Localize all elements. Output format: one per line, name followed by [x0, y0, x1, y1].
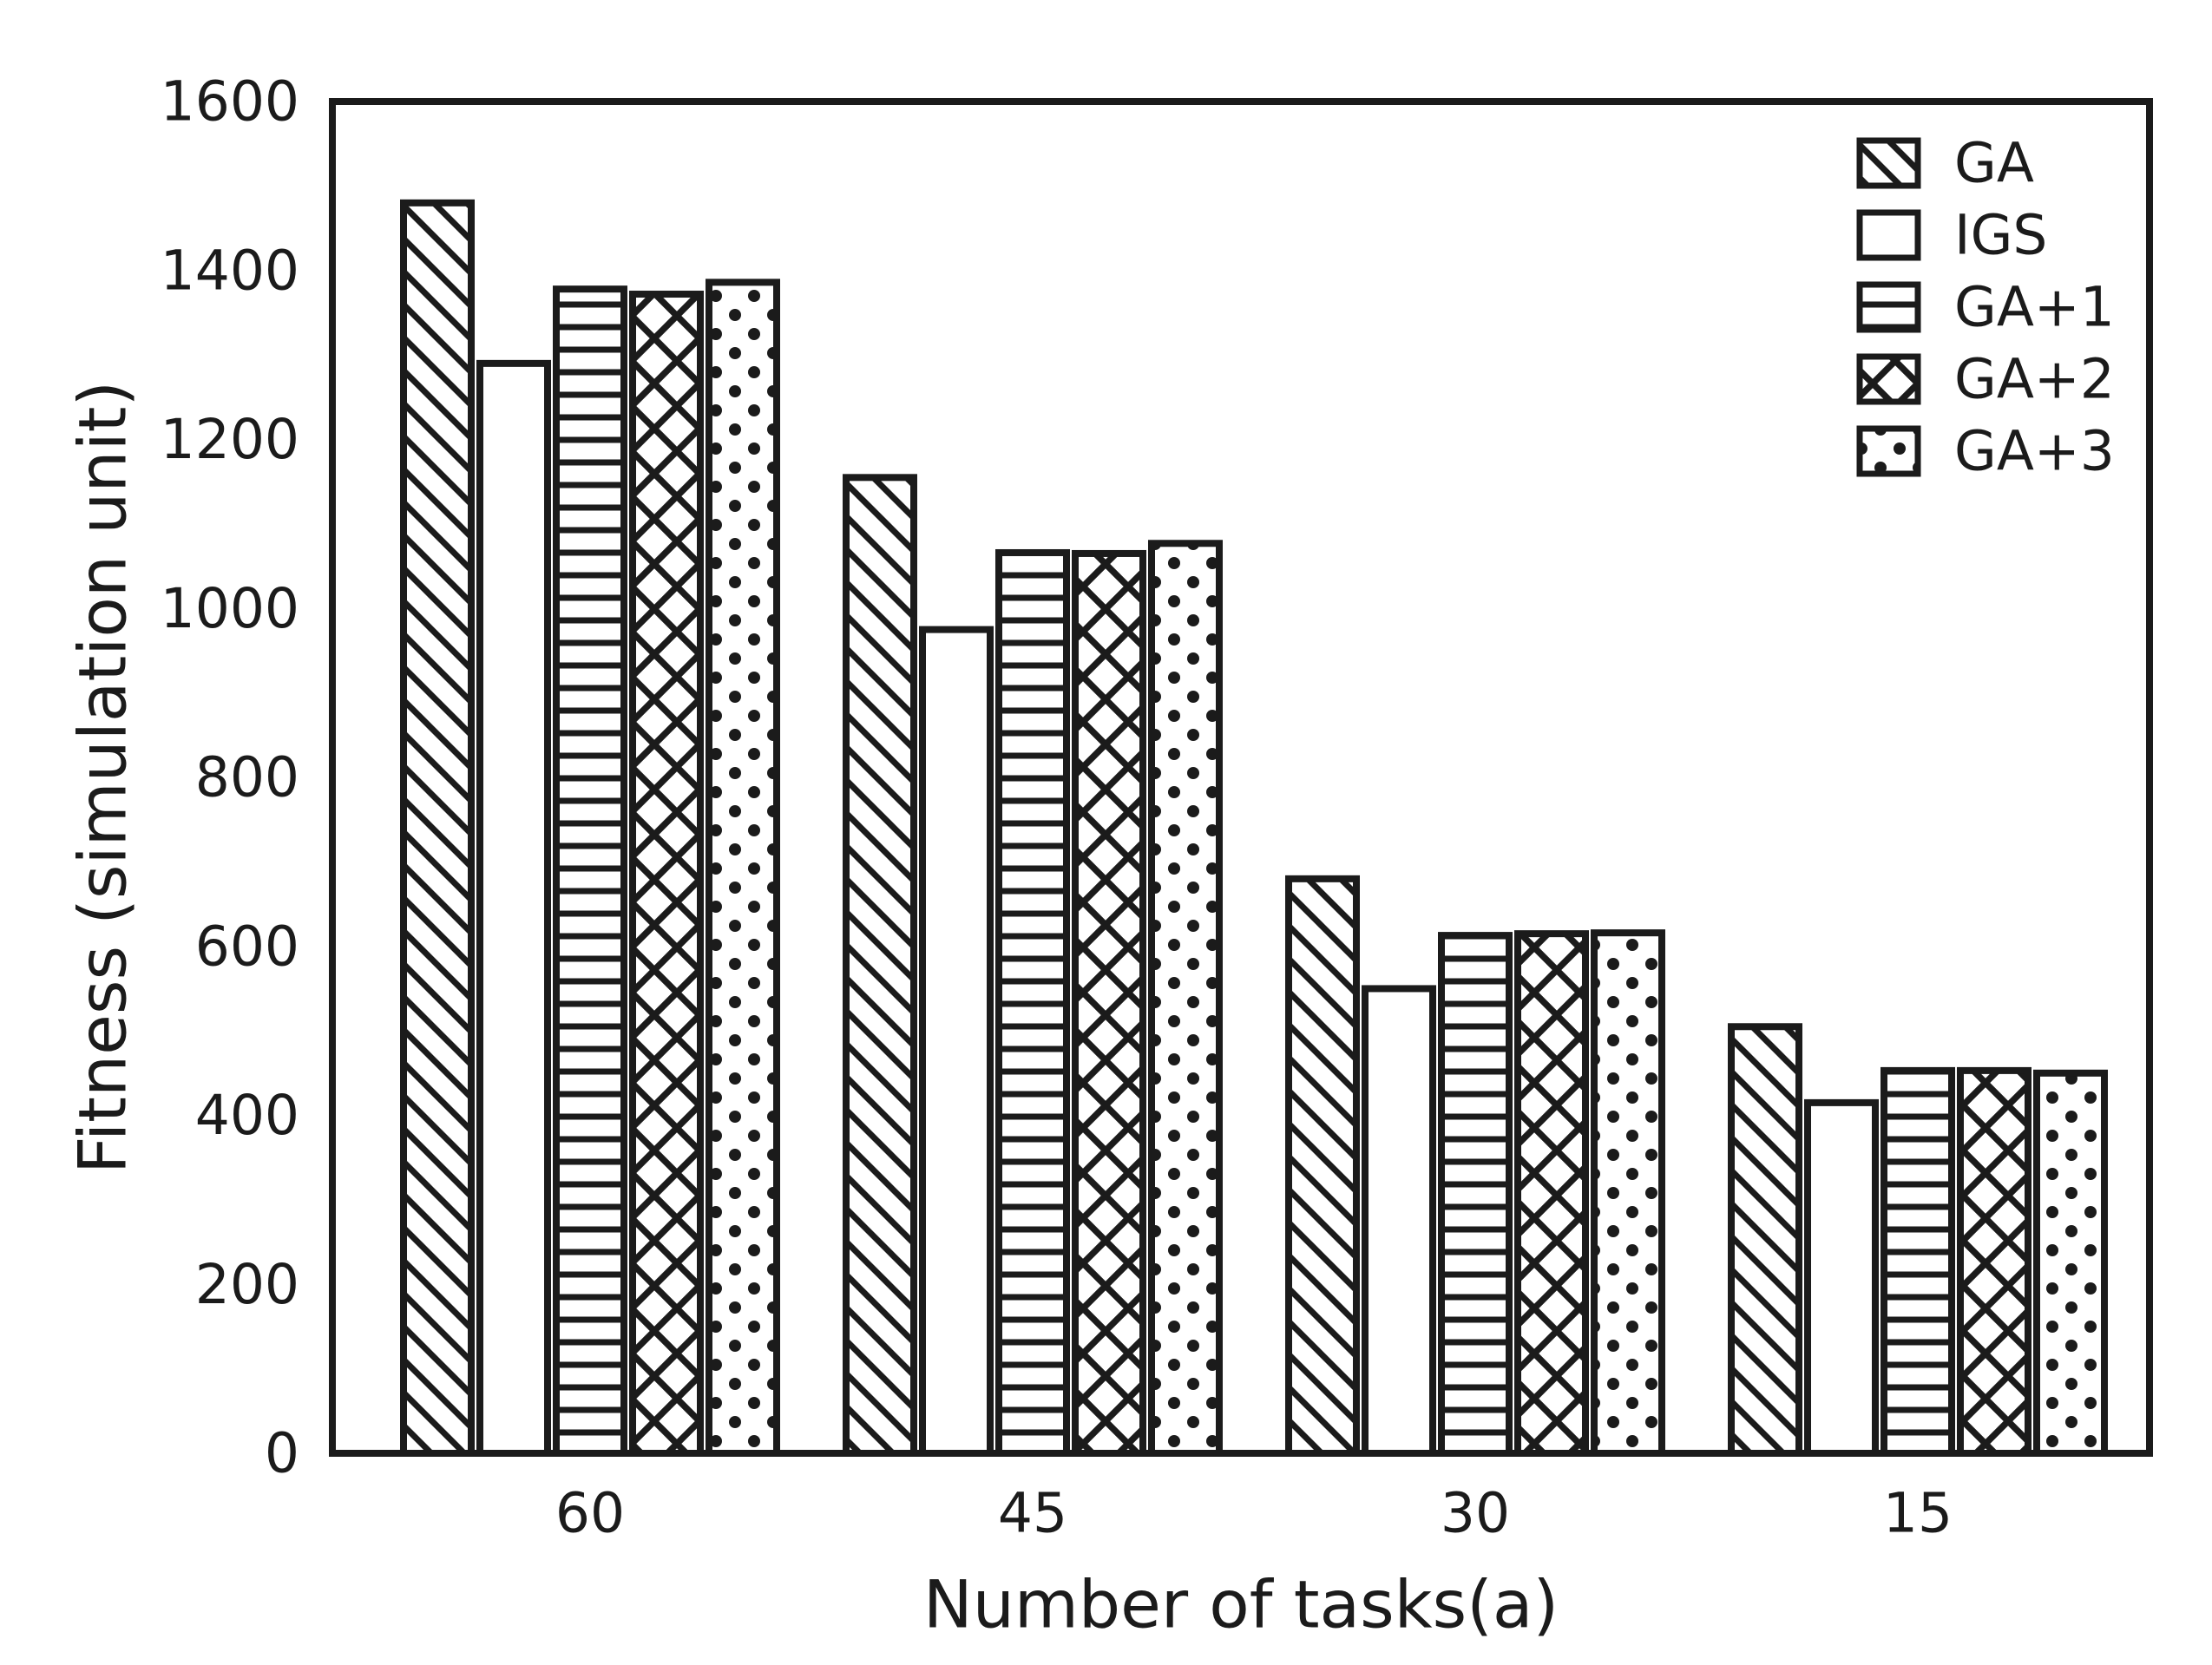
bar-ga-1-60: [553, 285, 627, 1457]
bar-ga-2-30: [1514, 930, 1589, 1458]
legend-swatch-ga-diagonal-hatch-icon: [1856, 137, 1921, 189]
bar-igs-60: [476, 359, 551, 1457]
bar-ga-45: [843, 474, 917, 1457]
legend-swatch-ga-3-dot-hatch-icon: [1856, 425, 1921, 477]
legend-label-ga: GA: [1954, 132, 2034, 195]
legend: GA IGS GA+1 GA+2 GA+3: [1856, 132, 2115, 483]
x-tick-label-60: 60: [555, 1482, 625, 1545]
bar-ga-60: [400, 199, 475, 1458]
legend-swatch-ga-1-horizontal-hatch-icon: [1856, 281, 1921, 333]
bar-ga-3-60: [706, 279, 780, 1458]
bar-ga-1-45: [995, 548, 1070, 1457]
y-tick-label-600: 600: [195, 914, 299, 978]
y-tick-label-200: 200: [195, 1253, 299, 1316]
legend-item-igs: IGS: [1856, 204, 2047, 267]
y-tick-label-0: 0: [265, 1422, 299, 1485]
y-tick-label-1400: 1400: [161, 239, 299, 302]
bar-ga-2-15: [1957, 1066, 2031, 1457]
plot-border: [329, 98, 2153, 1457]
x-tick-label-30: 30: [1441, 1482, 1510, 1545]
legend-label-ga-3: GA+3: [1954, 420, 2115, 483]
legend-item-ga-3: GA+3: [1856, 420, 2115, 483]
legend-swatch-ga-2-cross-hatch-icon: [1856, 353, 1921, 405]
y-tick-label-1200: 1200: [161, 408, 299, 471]
bar-ga-3-15: [2033, 1069, 2108, 1457]
y-tick-label-1600: 1600: [161, 70, 299, 134]
y-axis-label: Fitness (simulation unit): [63, 380, 141, 1175]
legend-item-ga: GA: [1856, 132, 2034, 195]
bar-ga-30: [1285, 875, 1360, 1457]
legend-item-ga-1: GA+1: [1856, 276, 2115, 339]
y-tick-label-400: 400: [195, 1084, 299, 1147]
bar-igs-30: [1362, 985, 1436, 1457]
legend-label-ga-2: GA+2: [1954, 348, 2115, 411]
bar-ga-2-45: [1072, 549, 1146, 1457]
bar-igs-15: [1804, 1098, 1879, 1458]
bar-ga-1-15: [1881, 1066, 1955, 1457]
bar-ga-15: [1728, 1023, 1802, 1457]
x-axis-label: Number of tasks(a): [922, 1565, 1559, 1643]
legend-item-ga-2: GA+2: [1856, 348, 2115, 411]
y-tick-label-800: 800: [195, 746, 299, 810]
bar-ga-3-30: [1591, 929, 1665, 1458]
bar-ga-1-30: [1438, 932, 1513, 1458]
y-tick-label-1000: 1000: [161, 577, 299, 640]
legend-swatch-igs-no-hatch-icon: [1856, 209, 1921, 261]
legend-label-igs: IGS: [1954, 204, 2047, 267]
x-tick-label-45: 45: [998, 1482, 1067, 1545]
legend-label-ga-1: GA+1: [1954, 276, 2115, 339]
bar-ga-2-60: [629, 291, 704, 1457]
bar-ga-3-45: [1148, 540, 1223, 1457]
bar-igs-45: [919, 626, 994, 1457]
x-tick-label-15: 15: [1883, 1482, 1953, 1545]
